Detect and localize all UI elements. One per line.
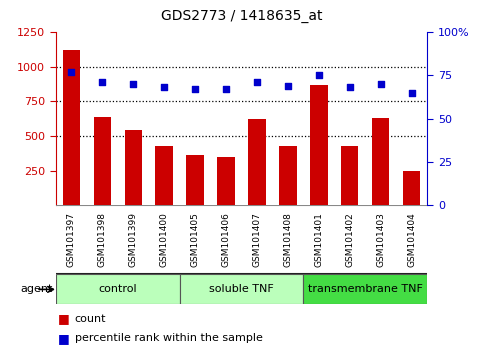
Bar xyxy=(217,158,235,205)
Point xyxy=(377,81,385,87)
Point xyxy=(222,86,230,92)
Text: GSM101402: GSM101402 xyxy=(345,212,355,267)
FancyBboxPatch shape xyxy=(56,274,180,304)
FancyBboxPatch shape xyxy=(303,274,427,304)
Text: GSM101398: GSM101398 xyxy=(98,212,107,267)
Bar xyxy=(186,155,203,205)
Text: ■: ■ xyxy=(58,312,70,325)
Bar xyxy=(125,130,142,205)
Text: GSM101401: GSM101401 xyxy=(314,212,324,267)
Text: GSM101400: GSM101400 xyxy=(159,212,169,267)
Point xyxy=(284,83,292,88)
Text: GSM101405: GSM101405 xyxy=(190,212,199,267)
Text: count: count xyxy=(75,314,106,324)
Point xyxy=(346,85,354,90)
Bar xyxy=(62,50,80,205)
Text: soluble TNF: soluble TNF xyxy=(209,284,274,295)
Bar xyxy=(156,145,172,205)
Text: GSM101408: GSM101408 xyxy=(284,212,293,267)
Bar xyxy=(280,146,297,205)
Point xyxy=(315,73,323,78)
Text: GSM101403: GSM101403 xyxy=(376,212,385,267)
Text: GSM101407: GSM101407 xyxy=(253,212,261,267)
Bar xyxy=(311,85,327,205)
Point xyxy=(408,90,416,96)
Text: GSM101404: GSM101404 xyxy=(408,212,416,267)
Point xyxy=(129,81,137,87)
Bar xyxy=(94,116,111,205)
Point xyxy=(191,86,199,92)
Text: percentile rank within the sample: percentile rank within the sample xyxy=(75,333,263,343)
Bar xyxy=(341,145,358,205)
Point xyxy=(98,79,106,85)
Text: transmembrane TNF: transmembrane TNF xyxy=(308,284,423,295)
Point xyxy=(160,85,168,90)
FancyBboxPatch shape xyxy=(180,274,303,304)
Bar xyxy=(403,171,421,205)
Point xyxy=(67,69,75,75)
Text: GSM101406: GSM101406 xyxy=(222,212,230,267)
Text: agent: agent xyxy=(21,284,53,295)
Text: ■: ■ xyxy=(58,332,70,344)
Text: GSM101397: GSM101397 xyxy=(67,212,75,267)
Point xyxy=(253,79,261,85)
Text: GDS2773 / 1418635_at: GDS2773 / 1418635_at xyxy=(161,9,322,23)
Bar xyxy=(248,119,266,205)
Text: control: control xyxy=(98,284,137,295)
Text: GSM101399: GSM101399 xyxy=(128,212,138,267)
Bar xyxy=(372,118,389,205)
